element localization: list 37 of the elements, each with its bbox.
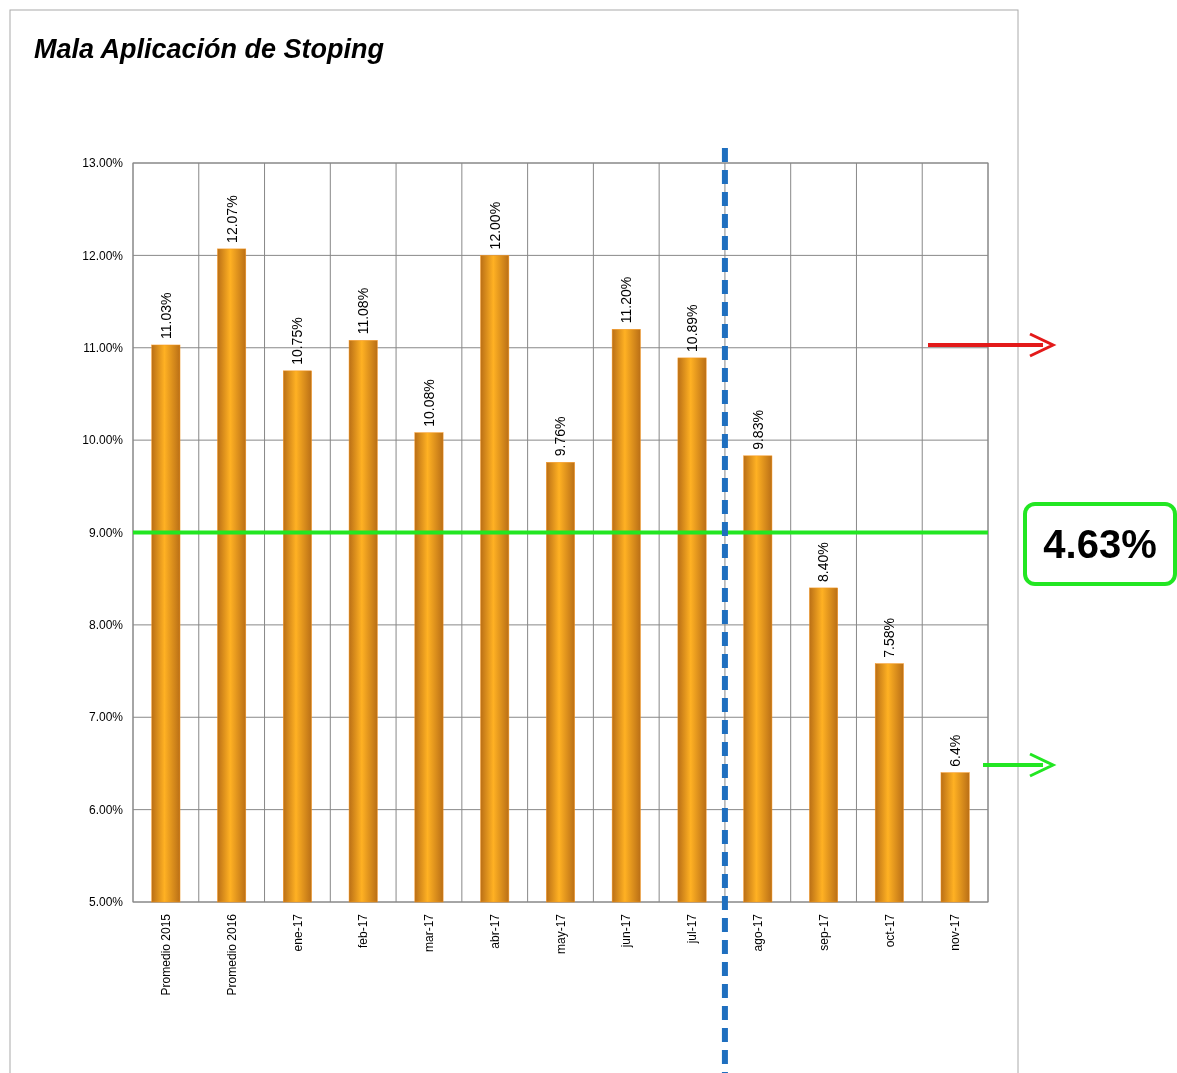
data-label: 10.08% bbox=[420, 379, 437, 427]
x-tick-label: sep-17 bbox=[816, 913, 831, 951]
x-tick-label: ago-17 bbox=[751, 913, 766, 952]
data-label: 11.03% bbox=[157, 292, 174, 339]
x-tick-label: jun-17 bbox=[619, 913, 634, 949]
text: 4.63% bbox=[1043, 522, 1157, 566]
data-label: 6.4% bbox=[947, 734, 964, 767]
data-label: 7.58% bbox=[881, 617, 898, 658]
data-label: 8.40% bbox=[815, 542, 832, 582]
x-tick-label: oct-17 bbox=[882, 913, 897, 948]
data-label: 12.00% bbox=[486, 201, 503, 250]
x-tick-label: jul-17 bbox=[685, 913, 700, 945]
y-tick-label: 5.00% bbox=[88, 895, 124, 910]
data-label: 11.08% bbox=[355, 287, 372, 335]
y-tick-label: 8.00% bbox=[88, 618, 124, 633]
chart-title: Mala Aplicación de Stoping bbox=[34, 34, 385, 64]
x-tick-label: ene-17 bbox=[290, 913, 305, 952]
x-tick-label: Promedio 2016 bbox=[224, 913, 239, 996]
x-tick-label: feb-17 bbox=[356, 913, 371, 949]
x-tick-label: mar-17 bbox=[422, 913, 437, 953]
data-label: 9.76% bbox=[552, 416, 569, 457]
y-tick-label: 10.00% bbox=[82, 433, 124, 448]
data-label: 12.07% bbox=[223, 195, 240, 243]
y-tick-label: 11.00% bbox=[83, 340, 124, 355]
y-tick-label: 9.00% bbox=[88, 525, 124, 540]
x-tick-label: Promedio 2015 bbox=[159, 913, 174, 996]
data-label: 10.75% bbox=[289, 317, 306, 365]
data-label: 10.89% bbox=[683, 304, 700, 352]
x-tick-label: may-17 bbox=[553, 913, 568, 955]
y-tick-label: 13.00% bbox=[82, 156, 124, 171]
data-label: 11.20% bbox=[618, 276, 635, 324]
y-tick-label: 12.00% bbox=[82, 248, 124, 263]
x-tick-label: abr-17 bbox=[487, 913, 502, 949]
x-tick-label: nov-17 bbox=[948, 913, 963, 951]
y-tick-label: 6.00% bbox=[88, 802, 124, 817]
data-label: 9.83% bbox=[749, 410, 766, 450]
y-tick-label: 7.00% bbox=[88, 710, 124, 725]
